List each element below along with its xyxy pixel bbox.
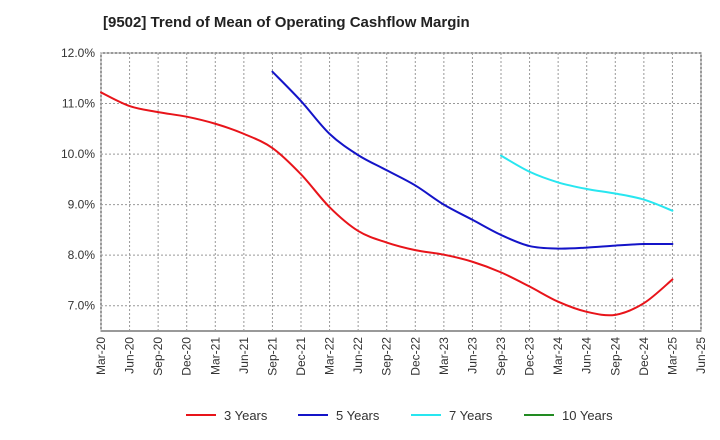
y-tick-label: 9.0% — [68, 198, 96, 212]
x-tick-label: Jun-25 — [694, 337, 708, 374]
y-tick-label: 10.0% — [61, 147, 95, 161]
x-tick-label: Mar-23 — [437, 337, 451, 375]
legend-label-7-years: 7 Years — [449, 408, 493, 423]
x-tick-label: Mar-21 — [208, 337, 222, 375]
x-tick-label: Mar-25 — [665, 337, 679, 375]
x-tick-label: Jun-20 — [123, 337, 137, 374]
y-tick-label: 7.0% — [68, 299, 96, 313]
series-line-5-years — [271, 70, 674, 250]
y-axis-ticks: 12.0% 11.0% 10.0% 9.0% 8.0% 7.0% — [61, 46, 95, 313]
x-tick-label: Mar-24 — [551, 337, 565, 375]
series-line-3-years — [100, 91, 674, 317]
y-tick-label: 8.0% — [68, 248, 96, 262]
x-tick-label: Jun-21 — [237, 337, 251, 374]
x-tick-label: Dec-24 — [637, 337, 651, 376]
x-tick-label: Sep-24 — [608, 337, 622, 376]
y-tick-label: 12.0% — [61, 46, 95, 60]
series-layer — [100, 70, 674, 317]
x-tick-label: Jun-23 — [465, 337, 479, 374]
legend-label-3-years: 3 Years — [224, 408, 268, 423]
x-tick-label: Dec-22 — [408, 337, 422, 376]
x-tick-label: Sep-21 — [265, 337, 279, 376]
series-line-7-years — [500, 154, 674, 212]
y-tick-label: 11.0% — [62, 97, 95, 111]
chart-title: [9502] Trend of Mean of Operating Cashfl… — [103, 14, 470, 31]
x-tick-label: Dec-20 — [180, 337, 194, 376]
x-tick-label: Dec-23 — [523, 337, 537, 376]
x-tick-label: Jun-22 — [351, 337, 365, 374]
legend-label-5-years: 5 Years — [336, 408, 380, 423]
x-tick-label: Dec-21 — [294, 337, 308, 376]
x-tick-label: Sep-20 — [151, 337, 165, 376]
x-axis-ticks: Mar-20 Jun-20 Sep-20 Dec-20 Mar-21 Jun-21 Sep-… — [94, 337, 708, 376]
x-tick-label: Sep-22 — [380, 337, 394, 376]
legend: 3 Years 5 Years 7 Years 10 Years — [186, 408, 613, 423]
x-tick-label: Mar-22 — [323, 337, 337, 375]
x-tick-label: Sep-23 — [494, 337, 508, 376]
x-tick-label: Jun-24 — [580, 337, 594, 374]
grid-layer — [100, 52, 702, 331]
x-tick-label: Mar-20 — [94, 337, 108, 375]
legend-label-10-years: 10 Years — [562, 408, 613, 423]
